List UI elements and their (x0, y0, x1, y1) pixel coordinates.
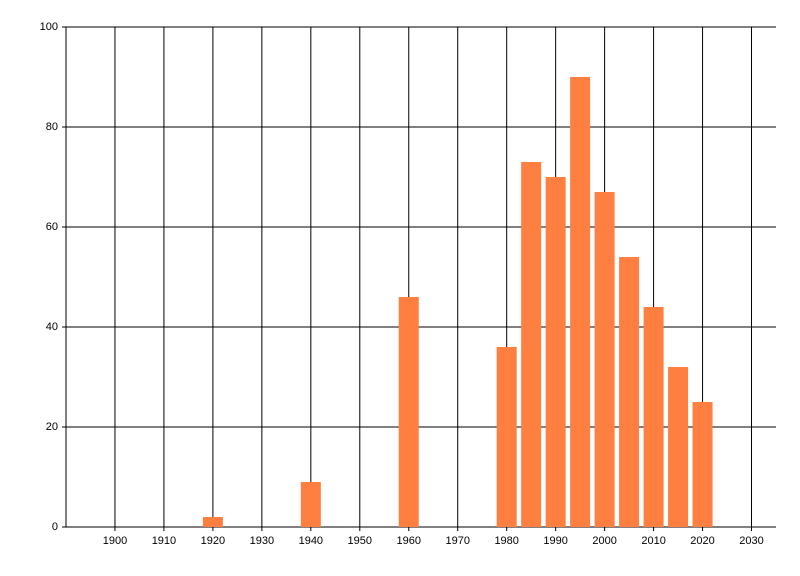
x-tick-label: 1940 (299, 535, 323, 547)
x-tick-label: 1960 (397, 535, 421, 547)
y-tick-label: 40 (46, 321, 58, 333)
bar (521, 162, 542, 527)
bar (594, 192, 615, 527)
x-tick-label: 1900 (103, 535, 127, 547)
bar (619, 257, 640, 527)
x-tick-label: 1970 (445, 535, 469, 547)
y-tick-label: 100 (40, 21, 58, 33)
bar (570, 77, 591, 527)
bar (692, 402, 713, 527)
y-tick-label: 0 (52, 521, 58, 533)
x-tick-label: 1920 (201, 535, 225, 547)
x-tick-label: 1980 (494, 535, 518, 547)
bar (202, 517, 223, 527)
x-tick-label: 1950 (348, 535, 372, 547)
bar (398, 297, 419, 527)
x-tick-label: 2030 (739, 535, 763, 547)
bar (668, 367, 689, 527)
bar (496, 347, 517, 527)
x-tick-label: 2020 (690, 535, 714, 547)
bar (300, 482, 321, 527)
x-tick-label: 2010 (641, 535, 665, 547)
x-tick-label: 1990 (543, 535, 567, 547)
x-tick-label: 2000 (592, 535, 616, 547)
x-tick-label: 1910 (152, 535, 176, 547)
bar (643, 307, 664, 527)
bar (545, 177, 566, 527)
y-tick-label: 20 (46, 421, 58, 433)
x-tick-label: 1930 (250, 535, 274, 547)
y-tick-label: 60 (46, 221, 58, 233)
y-tick-label: 80 (46, 121, 58, 133)
